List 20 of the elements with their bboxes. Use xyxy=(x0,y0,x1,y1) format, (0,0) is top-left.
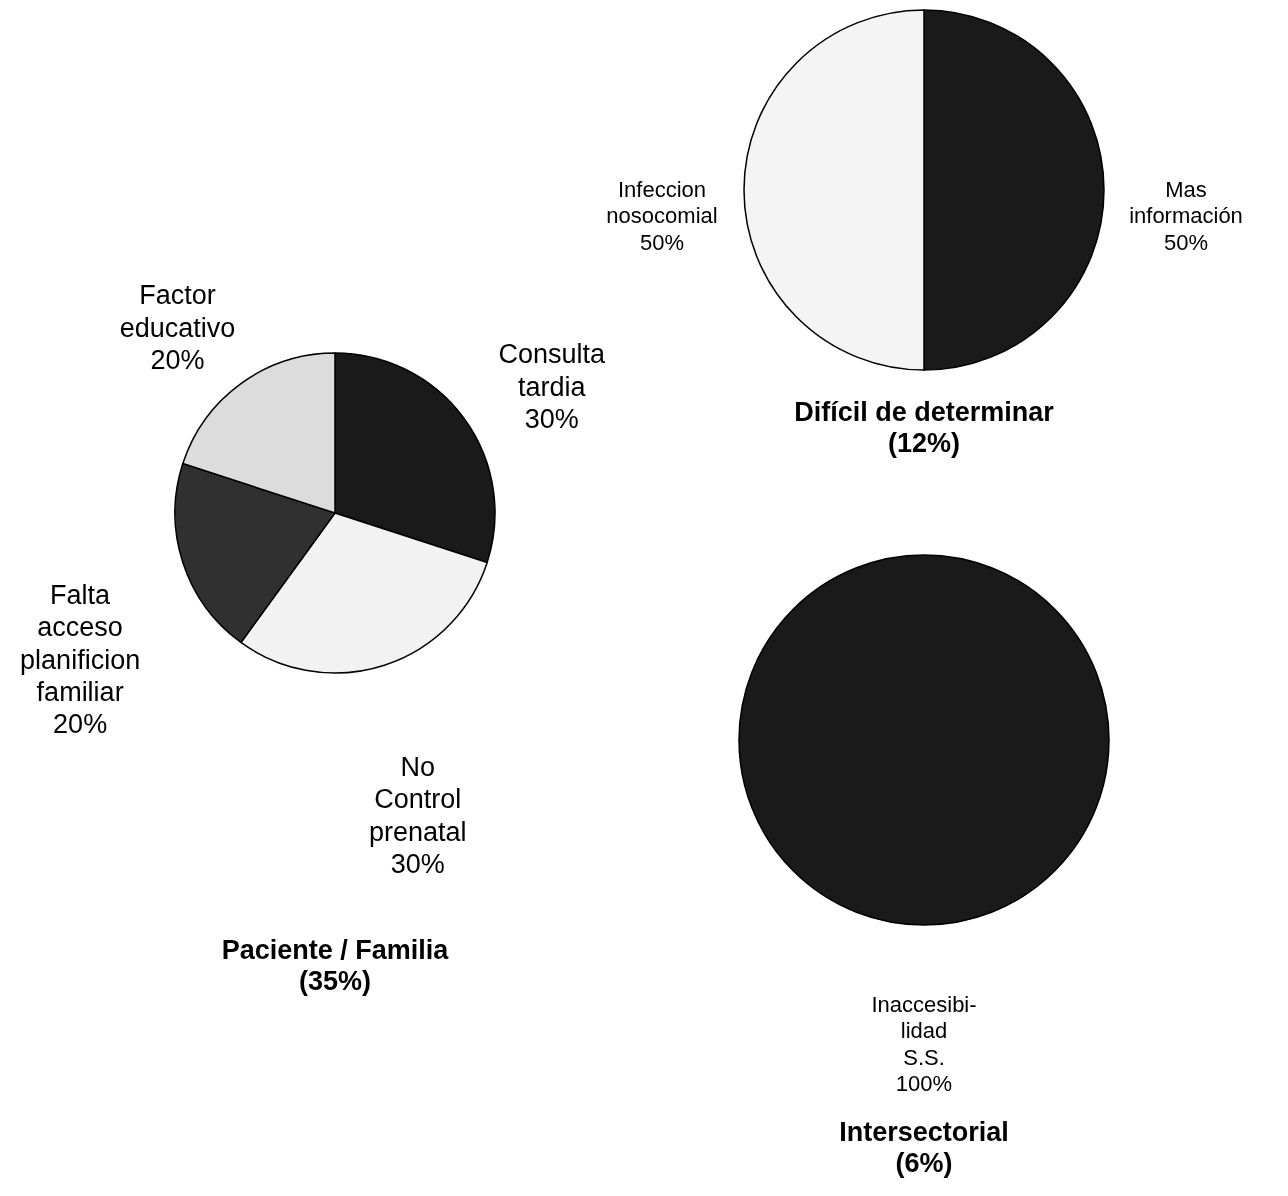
slice-label: Falta acceso planificion familiar xyxy=(20,579,141,708)
data-label: 50% xyxy=(639,229,685,255)
text: (12%) xyxy=(887,428,961,458)
slice-label: Factor educativo xyxy=(119,280,236,343)
slice-label: Infeccion nosocomial xyxy=(606,177,718,229)
data-label: 20% xyxy=(150,344,205,375)
text: (6%) xyxy=(895,1148,953,1179)
data-label: 30% xyxy=(524,404,579,435)
data-label: 20% xyxy=(53,709,108,740)
data-label: 30% xyxy=(390,849,445,880)
text: Intersectorial xyxy=(839,1117,1009,1148)
slice-label: Mas información xyxy=(1129,177,1243,229)
text: Paciente / Familia xyxy=(221,935,450,966)
data-label: 100% xyxy=(895,1071,953,1097)
text: Difícil de determinar xyxy=(794,397,1055,427)
slice-label: Inaccesibi-lidad S.S. xyxy=(871,992,977,1070)
text: (35%) xyxy=(298,966,372,997)
data-label: 50% xyxy=(1163,229,1209,255)
slice-label: No Control prenatal xyxy=(369,751,467,847)
slice-label: Consulta tardia xyxy=(498,339,607,402)
